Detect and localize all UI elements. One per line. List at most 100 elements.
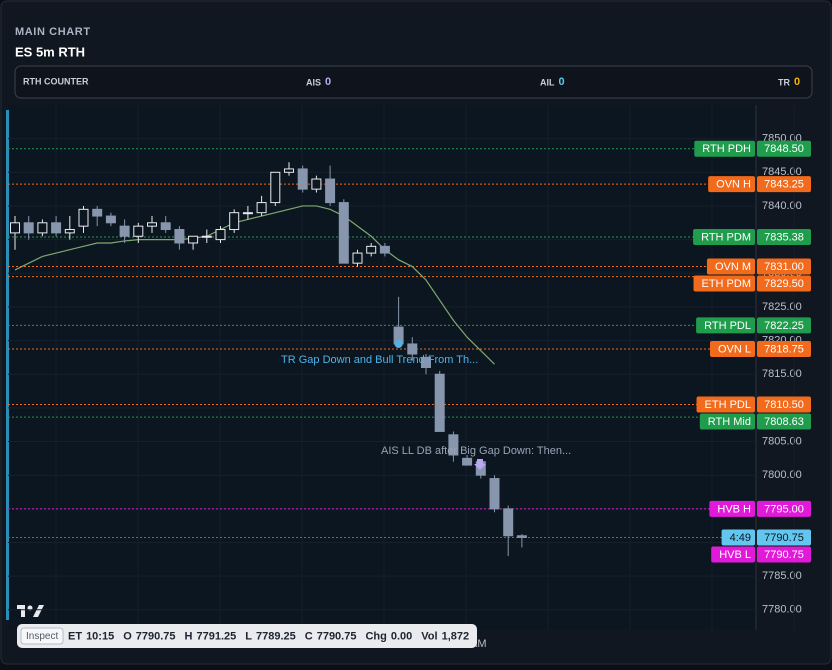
price-tag-value: 7790.75 xyxy=(764,532,804,544)
level-name: HVB H xyxy=(717,503,751,515)
candle-body xyxy=(92,208,103,217)
counter-label: RTH COUNTER xyxy=(23,76,89,86)
price-tag-value: 7831.00 xyxy=(764,261,804,273)
candle-body xyxy=(160,222,171,231)
level-tag xyxy=(699,413,755,430)
y-tick-label: 7840.00 xyxy=(762,200,802,212)
level-name: OVN M xyxy=(715,261,751,273)
level-tag xyxy=(696,317,755,334)
accent-bar xyxy=(6,110,9,620)
level-tag xyxy=(696,396,755,413)
candle-body xyxy=(338,202,349,264)
y-tick-label: 7845.00 xyxy=(762,166,802,178)
price-tag-value: 7835.38 xyxy=(764,231,804,243)
candle-body xyxy=(366,245,377,254)
price-tag xyxy=(757,413,811,430)
candle-body xyxy=(78,208,89,227)
section-title: MAIN CHART xyxy=(15,26,91,38)
field-key: Chg xyxy=(365,630,386,642)
price-tag xyxy=(757,140,811,157)
price-tag xyxy=(757,546,811,563)
field-value: 7789.25 xyxy=(256,630,296,642)
price-tag-value: 7822.25 xyxy=(764,320,804,332)
field-key: C xyxy=(305,630,313,642)
annotation: AIS LL DB after Big Gap Down: Then... xyxy=(381,445,571,457)
candle-body xyxy=(352,252,363,264)
candle-body xyxy=(311,178,322,190)
annotation: TR Gap Down and Bull Trend From Th... xyxy=(281,354,478,366)
field-key: Vol xyxy=(421,630,437,642)
price-tag-value: 7808.63 xyxy=(764,416,804,428)
counter-name: AIS xyxy=(306,77,321,87)
price-tag xyxy=(757,229,811,246)
counter-value: 0 xyxy=(325,76,331,88)
candle-body xyxy=(489,478,500,510)
price-tag-value: 7795.00 xyxy=(764,503,804,515)
level-tag xyxy=(706,258,755,275)
level-tag xyxy=(694,140,755,157)
level-tag xyxy=(693,275,755,292)
price-tag xyxy=(757,317,811,334)
inspect-label: Inspect xyxy=(26,631,58,642)
price-tag xyxy=(757,396,811,413)
field-key: O xyxy=(123,630,132,642)
level-name: OVN H xyxy=(716,178,751,190)
candle-body xyxy=(379,245,390,254)
logo xyxy=(17,605,44,617)
candle-body xyxy=(105,215,116,224)
candle-body xyxy=(325,178,336,204)
y-tick-label: 7785.00 xyxy=(762,570,802,582)
candle-body xyxy=(421,356,431,368)
counter-value: 0 xyxy=(559,76,565,88)
price-tag xyxy=(757,500,811,517)
level-tag xyxy=(709,340,755,357)
y-tick-label: 7800.00 xyxy=(762,469,802,481)
inspect-bar xyxy=(17,624,477,648)
counter-box xyxy=(14,65,813,99)
level-name: HVB L xyxy=(719,549,751,561)
level-name: ETH PDM xyxy=(702,278,752,290)
counter-value: 0 xyxy=(794,76,800,88)
price-tag-value: 7843.25 xyxy=(764,178,804,190)
level-name: RTH Mid xyxy=(708,416,751,428)
price-tag-value: 7818.75 xyxy=(764,343,804,355)
price-tag-value: 7790.75 xyxy=(764,549,804,561)
field-key: H xyxy=(185,630,193,642)
price-tag-value: 7810.50 xyxy=(764,399,804,411)
y-tick-label: 7825.00 xyxy=(762,301,802,313)
level-tag xyxy=(693,229,755,246)
price-tag xyxy=(757,529,811,546)
annotation-marker xyxy=(394,340,403,348)
annotation-arrow xyxy=(474,459,486,470)
price-tag xyxy=(757,275,811,292)
inspect-button[interactable] xyxy=(20,627,64,645)
candle-body xyxy=(37,222,48,234)
candle-body xyxy=(119,225,130,237)
candle-body xyxy=(133,225,144,237)
candle-body xyxy=(516,535,527,538)
field-value: 7790.75 xyxy=(136,630,176,642)
level-tag xyxy=(711,546,755,563)
candle-body xyxy=(284,168,294,173)
candle-body xyxy=(188,235,199,244)
candle-body xyxy=(10,222,20,234)
field-key: ET xyxy=(68,630,82,642)
candle-body xyxy=(147,222,157,227)
candle-body xyxy=(434,373,445,432)
candle-body xyxy=(215,229,226,241)
candle-body xyxy=(51,222,62,234)
y-tick-label: 7780.00 xyxy=(762,604,802,616)
candle-body xyxy=(297,168,308,190)
candle-body xyxy=(270,171,281,204)
level-tag xyxy=(721,529,755,546)
candle-body xyxy=(448,434,459,456)
price-tag-value: 7829.50 xyxy=(764,278,804,290)
level-name: RTH PDH xyxy=(702,143,751,155)
candle-body xyxy=(23,222,34,234)
chart-name: ES 5m RTH xyxy=(15,44,85,59)
level-name: RTH PDL xyxy=(704,320,751,332)
level-tag xyxy=(709,500,755,517)
